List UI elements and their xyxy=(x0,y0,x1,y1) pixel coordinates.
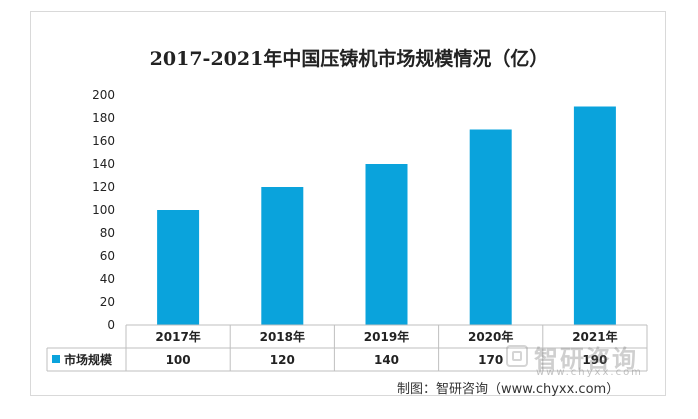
x-tick-label: 2020年 xyxy=(468,329,513,344)
y-tick-label: 40 xyxy=(100,272,115,286)
bar-2021年 xyxy=(573,106,616,325)
x-tick-label: 2019年 xyxy=(364,329,409,344)
bar-2018年 xyxy=(261,187,304,325)
y-tick-label: 60 xyxy=(100,249,115,263)
y-tick-label: 0 xyxy=(107,318,115,332)
data-label: 190 xyxy=(582,353,607,367)
y-tick-label: 200 xyxy=(92,88,115,102)
data-table: 2017年 2018年 2019年 2020年 2021年 100 120 140 170 190… xyxy=(46,324,648,372)
watermark-url: www.chyxx.com xyxy=(536,367,643,378)
bars xyxy=(157,106,616,325)
data-label: 140 xyxy=(374,353,399,367)
y-tick-label: 100 xyxy=(92,203,115,217)
y-tick-label: 140 xyxy=(92,157,115,171)
y-tick-label: 80 xyxy=(100,226,115,240)
x-tick-label: 2017年 xyxy=(155,329,200,344)
y-tick-label: 180 xyxy=(92,111,115,125)
bar-2020年 xyxy=(469,129,512,325)
legend-swatch xyxy=(52,355,60,363)
x-tick-label: 2021年 xyxy=(572,329,617,344)
y-tick-label: 160 xyxy=(92,134,115,148)
watermark-logo-icon xyxy=(506,345,528,367)
bar-2019年 xyxy=(365,164,408,325)
y-tick-label: 120 xyxy=(92,180,115,194)
data-label: 100 xyxy=(166,353,191,367)
y-tick-label: 20 xyxy=(100,295,115,309)
chart-frame xyxy=(30,11,666,396)
watermark-text: 智研咨询 xyxy=(534,344,638,373)
y-axis: 0 20 40 60 80 100 120 140 160 180 200 xyxy=(92,88,115,332)
watermark: 智研咨询 xyxy=(506,341,638,373)
source-credit: 制图：智研咨询（www.chyxx.com） xyxy=(397,382,620,397)
x-tick-label: 2018年 xyxy=(260,329,305,344)
bar-2017年 xyxy=(157,210,200,325)
data-label: 170 xyxy=(478,353,503,367)
legend-label: 市场规模 xyxy=(64,352,113,367)
data-label: 120 xyxy=(270,353,295,367)
chart-title: 2017-2021年中国压铸机市场规模情况（亿） xyxy=(149,48,549,70)
